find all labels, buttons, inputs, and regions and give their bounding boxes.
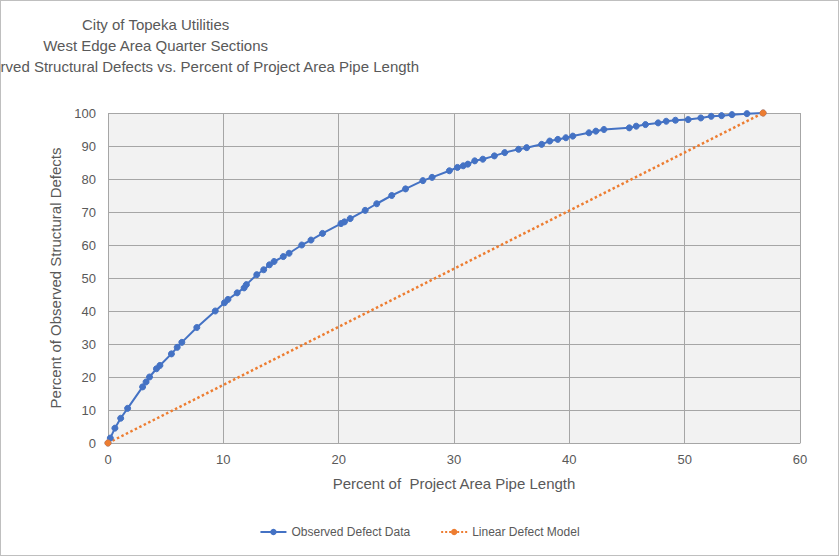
- svg-text:Percent of Project Area Pipe: Percent of Project Area Pipe Length: [333, 475, 576, 492]
- svg-text:City of Topeka Utilities: City of Topeka Utilities: [82, 16, 229, 33]
- svg-text:60: 60: [82, 238, 96, 253]
- svg-text:West Edge Area Quarter Section: West Edge Area Quarter Sections: [43, 37, 268, 54]
- svg-text:70: 70: [82, 205, 96, 220]
- svg-text:30: 30: [447, 452, 461, 467]
- svg-text:20: 20: [82, 370, 96, 385]
- svg-text:60: 60: [793, 452, 807, 467]
- svg-text:Percent of Observed Structural: Percent of Observed Structural Defects v…: [1, 58, 419, 75]
- svg-text:10: 10: [216, 452, 230, 467]
- svg-text:80: 80: [82, 172, 96, 187]
- svg-text:Observed Defect Data: Observed Defect Data: [291, 525, 410, 539]
- svg-text:90: 90: [82, 139, 96, 154]
- svg-text:0: 0: [104, 452, 111, 467]
- svg-text:Percent of Observed Structural: Percent of Observed Structural Defects: [47, 148, 64, 409]
- svg-text:40: 40: [562, 452, 576, 467]
- svg-text:100: 100: [74, 106, 96, 121]
- svg-text:50: 50: [677, 452, 691, 467]
- svg-text:20: 20: [331, 452, 345, 467]
- svg-text:10: 10: [82, 403, 96, 418]
- svg-text:30: 30: [82, 337, 96, 352]
- svg-text:0: 0: [89, 436, 96, 451]
- svg-text:40: 40: [82, 304, 96, 319]
- svg-text:50: 50: [82, 271, 96, 286]
- svg-text:Linear Defect Model: Linear Defect Model: [472, 525, 579, 539]
